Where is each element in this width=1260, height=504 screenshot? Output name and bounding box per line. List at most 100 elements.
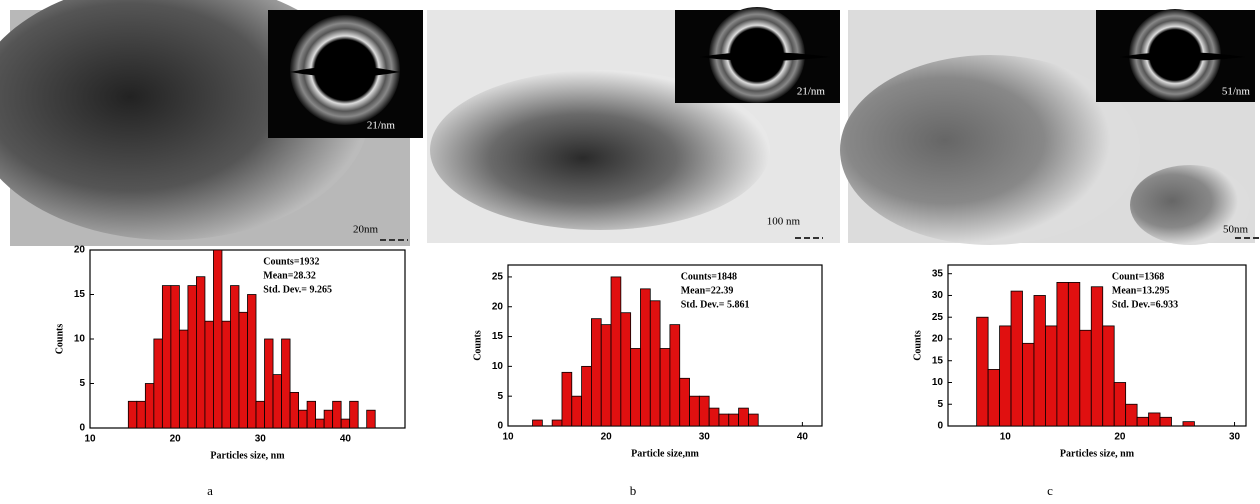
histogram-bar: [719, 414, 729, 426]
x-axis-label: Particles size, nm: [1060, 448, 1135, 459]
x-tick-label: 20: [1114, 432, 1126, 443]
histogram-bar: [367, 410, 376, 428]
histogram-bar: [552, 420, 562, 426]
histogram-bar: [145, 384, 154, 429]
x-tick-label: 30: [699, 432, 711, 443]
y-tick-label: 5: [79, 378, 85, 389]
y-tick-label: 20: [492, 301, 504, 312]
y-tick-label: 0: [497, 421, 503, 432]
y-tick-label: 10: [74, 334, 86, 345]
y-tick-label: 25: [492, 272, 504, 283]
diffraction-label: 51/nm: [1222, 86, 1251, 98]
histogram-bar: [324, 410, 333, 428]
y-tick-label: 20: [74, 245, 86, 256]
stats-annotation: Mean=22.39: [681, 285, 734, 296]
histogram-bar: [290, 392, 299, 428]
histogram-bar: [316, 419, 325, 428]
histogram-bar: [1126, 404, 1137, 426]
x-tick-label: 10: [84, 434, 96, 445]
x-axis-label: Particles size, nm: [210, 450, 285, 461]
histogram-bar: [1057, 282, 1068, 426]
x-tick-label: 20: [170, 434, 182, 445]
histogram-bar: [1045, 326, 1056, 426]
histogram-bar: [562, 372, 572, 426]
histogram-bar: [137, 401, 146, 428]
y-axis-label: Counts: [472, 330, 483, 361]
y-tick-label: 0: [937, 421, 943, 432]
y-tick-label: 15: [492, 331, 504, 342]
histogram-bar: [205, 321, 214, 428]
panel-label: b: [630, 483, 637, 498]
histogram-bar: [1149, 413, 1160, 426]
histogram-bar: [621, 313, 631, 426]
stats-annotation: Mean=28.32: [263, 270, 316, 281]
stats-annotation: Std. Dev.=6.933: [1112, 299, 1178, 310]
histogram-bar: [128, 401, 137, 428]
y-tick-label: 10: [932, 377, 944, 388]
histogram-bar: [601, 325, 611, 426]
y-tick-label: 15: [932, 355, 944, 366]
tem-image: [0, 0, 423, 246]
histogram-bar: [1091, 287, 1102, 426]
histogram-bar: [162, 286, 171, 428]
y-tick-label: 30: [932, 290, 944, 301]
histogram-bar: [729, 414, 739, 426]
x-tick-label: 30: [255, 434, 267, 445]
y-tick-label: 25: [932, 312, 944, 323]
histogram-bar: [256, 401, 265, 428]
histogram-bar: [213, 250, 222, 428]
y-tick-label: 10: [492, 361, 504, 372]
histogram-bar: [572, 396, 582, 426]
y-tick-label: 0: [79, 423, 85, 434]
histogram-bar: [591, 319, 601, 426]
y-axis-label: Counts: [912, 330, 923, 361]
stats-annotation: Std. Dev.= 5.861: [681, 299, 750, 310]
diffraction-label: 21/nm: [797, 86, 826, 98]
histogram-bar: [154, 339, 163, 428]
stats-annotation: Mean=13.295: [1112, 285, 1170, 296]
histogram-bar: [709, 408, 719, 426]
histogram-bar: [988, 369, 999, 426]
histogram-bar: [533, 420, 543, 426]
x-tick-label: 10: [1000, 432, 1012, 443]
histogram-bar: [1000, 326, 1011, 426]
stats-annotation: Counts=1932: [263, 256, 319, 267]
stats-annotation: Count=1368: [1112, 271, 1164, 282]
histogram-bar: [188, 286, 197, 428]
histogram-bar: [333, 401, 342, 428]
x-axis-label: Particle size,nm: [631, 448, 699, 459]
histogram-bar: [611, 277, 621, 426]
histogram-bar: [273, 375, 282, 428]
histogram-bar: [660, 348, 670, 426]
histogram-bar: [680, 378, 690, 426]
stats-annotation: Counts=1848: [681, 271, 737, 282]
tem-image: [840, 9, 1255, 245]
scale-bar-label: 100 nm: [767, 216, 801, 228]
histogram-bar: [582, 366, 592, 426]
scale-bar-label: 50nm: [1223, 224, 1249, 236]
y-tick-label: 20: [932, 334, 944, 345]
histogram-bar: [307, 401, 316, 428]
panel-label: a: [207, 483, 213, 498]
histogram-bar: [299, 410, 308, 428]
histogram-bar: [670, 325, 680, 426]
x-tick-label: 30: [1229, 432, 1241, 443]
histogram-bar: [1183, 422, 1194, 426]
histogram-bar: [350, 401, 359, 428]
y-tick-label: 5: [497, 391, 503, 402]
histogram-bar: [248, 295, 257, 429]
figure-canvas: 21/nm20nm21/nm100 nm51/nm50nmabc05101520…: [0, 0, 1260, 504]
histogram-bar: [690, 396, 700, 426]
histogram-bar: [640, 289, 650, 426]
x-tick-label: 40: [340, 434, 352, 445]
histogram-bar: [739, 408, 749, 426]
histogram-bar: [1114, 382, 1125, 426]
stats-annotation: Std. Dev.= 9.265: [263, 284, 332, 295]
panel-label: c: [1047, 483, 1053, 498]
histogram-bar: [171, 286, 180, 428]
histogram-bar: [265, 339, 274, 428]
y-tick-label: 5: [937, 399, 943, 410]
figure: 21/nm20nm21/nm100 nm51/nm50nmabc05101520…: [0, 0, 1260, 504]
